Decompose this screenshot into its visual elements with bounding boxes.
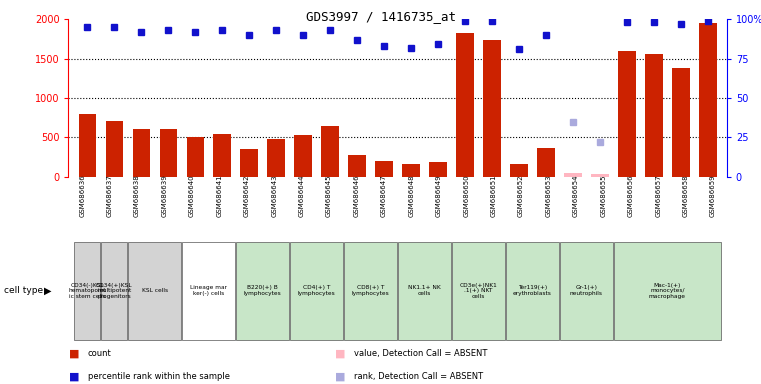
Bar [672,68,689,177]
Text: count: count [88,349,111,358]
Text: GSM686647: GSM686647 [381,175,387,217]
Bar [75,242,100,340]
Bar [452,242,505,340]
Text: GSM686650: GSM686650 [463,175,470,217]
Text: cell type: cell type [4,286,43,295]
Text: KSL cells: KSL cells [142,288,168,293]
Text: GSM686654: GSM686654 [573,175,579,217]
Text: GSM686649: GSM686649 [436,175,442,217]
Text: ■: ■ [68,371,79,381]
Bar [614,242,721,340]
Bar [186,137,204,177]
Bar [290,242,343,340]
Bar [560,242,613,340]
Text: GSM686657: GSM686657 [655,175,661,217]
Bar [375,161,393,177]
Text: GSM686642: GSM686642 [244,175,250,217]
Text: percentile rank within the sample: percentile rank within the sample [88,372,230,381]
Bar [344,242,397,340]
Bar [78,114,96,177]
Text: ■: ■ [335,371,345,381]
Bar [349,155,366,177]
Text: rank, Detection Call = ABSENT: rank, Detection Call = ABSENT [354,372,483,381]
Bar [564,173,581,177]
Bar [618,51,635,177]
Bar [537,148,555,177]
Text: GSM686656: GSM686656 [628,175,634,217]
Text: GSM686636: GSM686636 [79,175,85,217]
Text: CD34(-)KSL
hematopoiet
ic stem cells: CD34(-)KSL hematopoiet ic stem cells [68,283,107,299]
Text: GSM686651: GSM686651 [491,175,497,217]
Bar [183,242,235,340]
Bar [699,23,717,177]
Text: Ter119(+)
erythroblasts: Ter119(+) erythroblasts [513,285,552,296]
Text: GSM686648: GSM686648 [409,175,414,217]
Text: Gr-1(+)
neutrophils: Gr-1(+) neutrophils [570,285,603,296]
Bar [429,162,447,177]
Text: GSM686643: GSM686643 [271,175,277,217]
Text: GSM686652: GSM686652 [518,175,524,217]
Text: CD3e(+)NK1
.1(+) NKT
cells: CD3e(+)NK1 .1(+) NKT cells [460,283,498,299]
Text: CD8(+) T
lymphocytes: CD8(+) T lymphocytes [352,285,390,296]
Bar [101,242,127,340]
Bar [321,126,339,177]
Bar [295,135,312,177]
Text: GSM686645: GSM686645 [326,175,332,217]
Text: GSM686641: GSM686641 [216,175,222,217]
Text: ▶: ▶ [44,286,52,296]
Text: GSM686646: GSM686646 [353,175,359,217]
Bar [237,242,289,340]
Text: Lineage mar
ker(-) cells: Lineage mar ker(-) cells [190,285,228,296]
Text: NK1.1+ NK
cells: NK1.1+ NK cells [408,285,441,296]
Bar [403,164,420,177]
Text: CD4(+) T
lymphocytes: CD4(+) T lymphocytes [298,285,336,296]
Bar [132,129,150,177]
Text: GDS3997 / 1416735_at: GDS3997 / 1416735_at [305,10,456,23]
Bar [398,242,451,340]
Text: ■: ■ [68,348,79,358]
Text: B220(+) B
lymphocytes: B220(+) B lymphocytes [244,285,282,296]
Text: GSM686637: GSM686637 [107,175,113,217]
Bar [645,54,663,177]
Text: value, Detection Call = ABSENT: value, Detection Call = ABSENT [354,349,487,358]
Bar [457,33,474,177]
Bar [506,242,559,340]
Text: Mac-1(+)
monocytes/
macrophage: Mac-1(+) monocytes/ macrophage [649,283,686,299]
Bar [267,139,285,177]
Text: GSM686655: GSM686655 [600,175,607,217]
Bar [214,134,231,177]
Text: GSM686638: GSM686638 [134,175,140,217]
Text: CD34(+)KSL
multipotent
progenitors: CD34(+)KSL multipotent progenitors [96,283,132,299]
Text: GSM686639: GSM686639 [161,175,167,217]
Text: GSM686658: GSM686658 [683,175,689,217]
Bar [511,164,528,177]
Text: GSM686659: GSM686659 [710,175,716,217]
Text: GSM686653: GSM686653 [546,175,552,217]
Text: GSM686644: GSM686644 [298,175,304,217]
Bar [483,40,501,177]
Bar [160,129,177,177]
Bar [106,121,123,177]
Bar [591,174,609,177]
Text: ■: ■ [335,348,345,358]
Text: GSM686640: GSM686640 [189,175,195,217]
Bar [240,149,258,177]
Bar [129,242,181,340]
